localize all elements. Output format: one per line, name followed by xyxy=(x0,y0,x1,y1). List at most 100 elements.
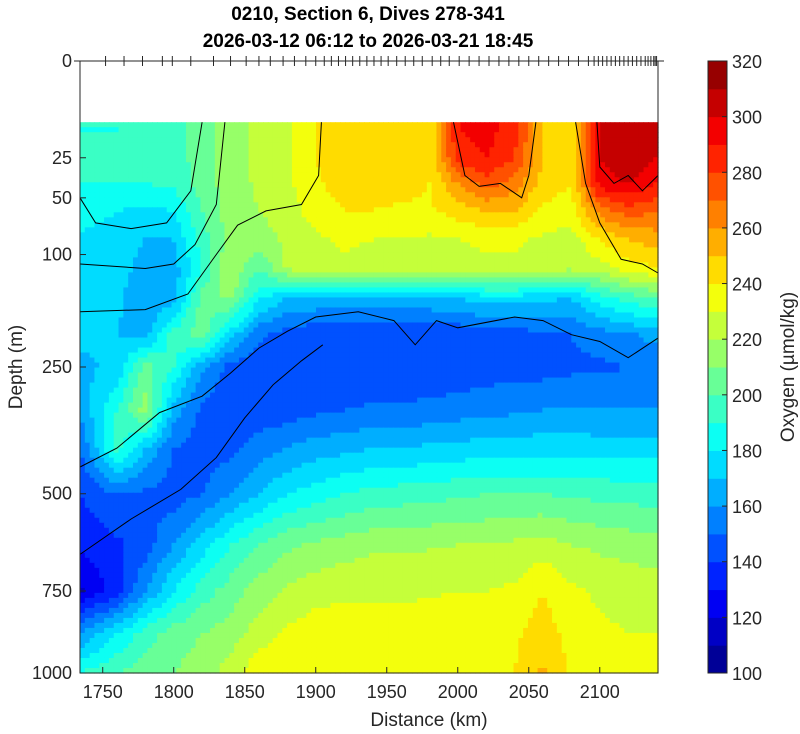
contour-fill-cell xyxy=(653,182,659,188)
contour-fill-cell xyxy=(99,282,105,289)
contour-fill-cell xyxy=(272,247,279,253)
contour-fill-cell xyxy=(118,157,124,163)
contour-fill-cell xyxy=(431,137,438,143)
contour-fill-cell xyxy=(465,267,471,274)
contour-fill-cell xyxy=(214,272,221,279)
contour-fill-cell xyxy=(359,232,365,238)
contour-fill-cell xyxy=(282,142,288,148)
contour-fill-cell xyxy=(316,317,322,324)
contour-fill-cell xyxy=(566,267,572,274)
contour-fill-cell xyxy=(455,257,462,264)
contour-fill-cell xyxy=(84,297,91,304)
contour-fill-cell xyxy=(518,202,524,208)
contour-fill-cell xyxy=(181,227,187,233)
contour-fill-cell xyxy=(171,327,177,334)
contour-fill-cell xyxy=(653,207,659,213)
contour-fill-cell xyxy=(190,177,197,183)
contour-fill-cell xyxy=(176,207,182,213)
contour-fill-cell xyxy=(181,132,187,138)
contour-fill-cell xyxy=(185,272,192,279)
contour-fill-cell xyxy=(383,307,389,314)
contour-fill-cell xyxy=(311,182,317,188)
contour-fill-cell xyxy=(619,182,625,188)
contour-fill-cell xyxy=(132,182,139,188)
contour-fill-cell xyxy=(364,147,370,153)
contour-fill-cell xyxy=(344,257,351,264)
contour-fill-cell xyxy=(431,207,438,213)
contour-fill-cell xyxy=(272,292,279,299)
contour-fill-cell xyxy=(349,317,356,324)
contour-fill-cell xyxy=(306,212,312,218)
contour-fill-cell xyxy=(291,297,298,304)
contour-fill-cell xyxy=(648,127,654,133)
contour-fill-cell xyxy=(263,262,269,269)
contour-fill-cell xyxy=(330,257,336,264)
contour-fill-cell xyxy=(576,267,582,274)
contour-fill-cell xyxy=(489,187,495,193)
contour-fill-cell xyxy=(137,192,144,198)
contour-fill-cell xyxy=(537,252,543,258)
contour-fill-cell xyxy=(142,147,149,153)
contour-fill-cell xyxy=(176,232,182,238)
contour-fill-cell xyxy=(465,237,471,243)
contour-fill-cell xyxy=(523,297,529,304)
contour-fill-cell xyxy=(388,302,394,309)
contour-fill-cell xyxy=(474,202,481,208)
contour-fill-cell xyxy=(417,232,423,238)
contour-fill-cell xyxy=(605,192,611,198)
contour-fill-cell xyxy=(479,152,486,158)
contour-fill-cell xyxy=(171,137,177,143)
contour-fill-cell xyxy=(518,187,524,193)
contour-fill-cell xyxy=(503,147,510,153)
contour-fill-cell xyxy=(600,227,606,233)
contour-fill-cell xyxy=(542,282,548,289)
contour-fill-cell xyxy=(576,182,582,188)
contour-fill-cell xyxy=(619,142,625,148)
contour-fill-cell xyxy=(166,312,173,319)
contour-fill-cell xyxy=(147,152,153,158)
contour-fill-cell xyxy=(210,267,216,274)
contour-fill-cell xyxy=(590,212,596,218)
contour-fill-cell xyxy=(474,227,481,233)
contour-fill-cell xyxy=(94,257,100,264)
contour-fill-cell xyxy=(258,122,264,128)
contour-fill-cell xyxy=(181,212,187,218)
contour-fill-cell xyxy=(344,207,351,213)
contour-fill-cell xyxy=(80,167,86,173)
contour-fill-cell xyxy=(378,187,385,193)
contour-fill-cell xyxy=(484,257,491,264)
contour-fill-cell xyxy=(258,162,264,168)
contour-fill-cell xyxy=(446,322,452,329)
contour-fill-cell xyxy=(325,212,332,218)
contour-fill-cell xyxy=(118,312,124,319)
contour-fill-cell xyxy=(585,272,592,279)
contour-fill-cell xyxy=(431,182,438,188)
contour-fill-cell xyxy=(503,322,510,329)
contour-fill-cell xyxy=(441,122,447,128)
contour-fill-cell xyxy=(132,282,139,289)
contour-fill-cell xyxy=(412,287,418,294)
contour-fill-cell xyxy=(624,272,630,279)
contour-fill-cell xyxy=(89,237,96,243)
contour-fill-cell xyxy=(320,262,327,269)
contour-fill-cell xyxy=(566,212,572,218)
contour-fill-cell xyxy=(152,167,158,173)
contour-fill-cell xyxy=(576,297,582,304)
contour-fill-cell xyxy=(320,272,327,279)
contour-fill-cell xyxy=(513,147,519,153)
contour-fill-cell xyxy=(600,122,606,128)
contour-fill-cell xyxy=(465,272,471,279)
contour-fill-cell xyxy=(571,252,577,258)
contour-fill-cell xyxy=(219,157,226,163)
contour-fill-cell xyxy=(311,267,317,274)
contour-fill-cell xyxy=(571,212,577,218)
contour-fill-cell xyxy=(460,162,466,168)
contour-fill-cell xyxy=(142,167,149,173)
contour-fill-cell xyxy=(296,242,303,248)
contour-fill-cell xyxy=(128,242,134,248)
contour-fill-cell xyxy=(378,242,385,248)
contour-fill-cell xyxy=(494,177,500,183)
contour-fill-cell xyxy=(383,197,389,203)
contour-fill-cell xyxy=(219,132,226,138)
contour-fill-cell xyxy=(446,302,452,309)
